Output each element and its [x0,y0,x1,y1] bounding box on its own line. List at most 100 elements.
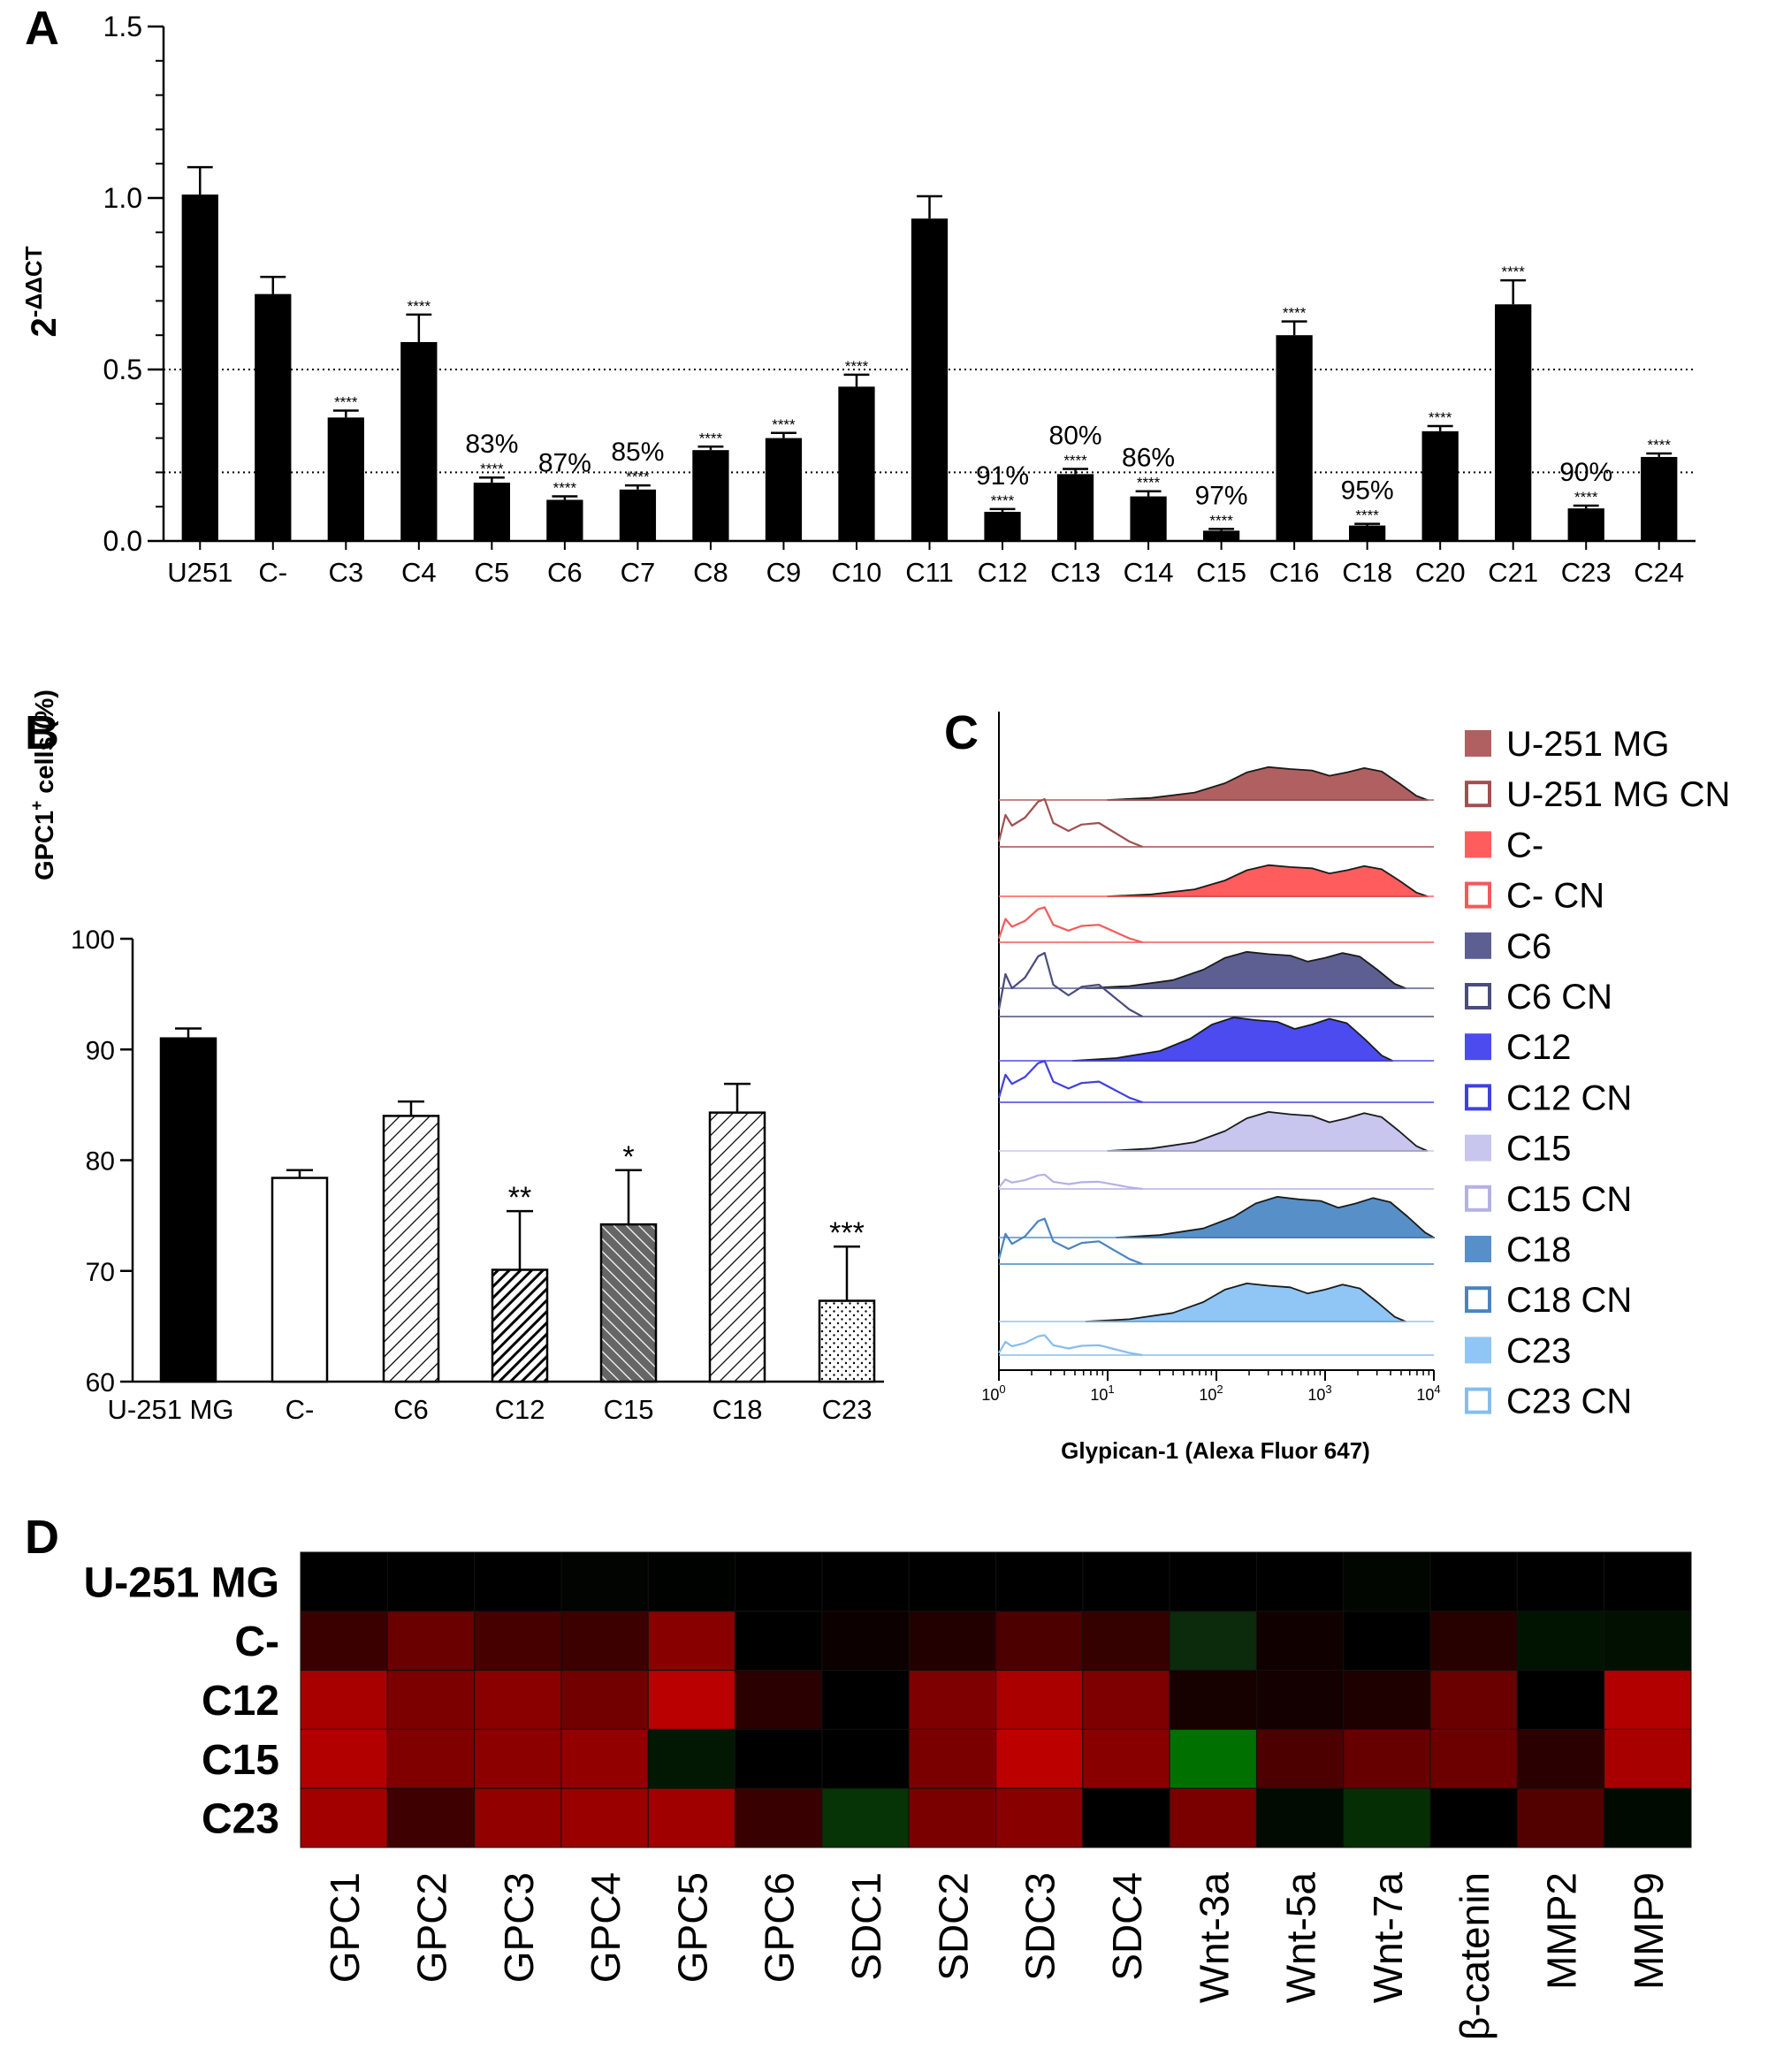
panel-c-histogram-filled [1085,1283,1406,1322]
panel-c-legend-label: C15 CN [1506,1180,1632,1219]
panel-a-x-tick-label: C5 [475,557,510,588]
panel-d-heatmap-cell [908,1787,996,1848]
panel-c-legend-label: C6 CN [1506,978,1612,1017]
panel-d-heatmap-cell [1516,1611,1605,1672]
panel-d-heatmap-cell [1429,1551,1518,1612]
panel-a-bar [984,512,1021,541]
panel-d-heatmap-cell [1429,1728,1518,1789]
panel-d-heatmap-cell [474,1670,562,1730]
panel-d-row-label: C15 [202,1737,279,1784]
panel-d-heatmap-cell [1516,1787,1605,1848]
panel-d-heatmap-cell [735,1728,823,1789]
panel-d-column-label: SDC3 [1017,1872,1063,1981]
panel-b-x-tick-label: C23 [822,1394,873,1425]
panel-a-bar [1641,456,1678,541]
panel-d-heatmap-cell [1429,1787,1518,1848]
panel-c-legend-swatch [1465,1185,1491,1212]
panel-a-bar [1421,430,1459,541]
panel-a-bar [1202,530,1240,541]
panel-c-legend-swatch [1465,983,1491,1009]
panel-c-legend-swatch [1465,932,1491,959]
panel-c-x-tick-label: 104 [1416,1383,1440,1404]
panel-d-column-label: MMP9 [1626,1872,1672,1990]
panel-d-heatmap-cell [821,1611,910,1672]
panel-c-legend-swatch [1465,1084,1491,1111]
panel-c-x-tick-base: 10 [981,1386,999,1404]
panel-d-heatmap-cell [821,1728,910,1789]
panel-b-x-tick-label: C- [286,1394,315,1425]
panel-a-significance-label: **** [845,358,869,375]
panel-d-heatmap-cell [1604,1787,1692,1848]
panel-b-y-tick-label: 90 [86,1036,115,1065]
panel-a-y-axis-label-sup: -ΔΔCT [20,246,47,317]
panel-d-heatmap-cell [1082,1611,1170,1672]
panel-c-legend-swatch [1465,831,1491,858]
panel-a-x-tick-label: C- [258,557,287,588]
panel-c-legend-label: C12 CN [1506,1078,1632,1117]
panel-b-x-tick-label: C18 [713,1394,763,1425]
panel-d-heatmap-cell [995,1611,1084,1672]
panel-d-heatmap-cell [1169,1787,1257,1848]
panel-a-significance-label: **** [334,394,358,411]
panel-a-y-axis-label-base: 2 [25,317,64,337]
panel-d-heatmap-cell [908,1728,996,1789]
panel-a-significance-label: **** [1501,263,1525,280]
panel-c-legend-swatch [1465,1337,1491,1364]
panel-d-column-label: GPC3 [496,1872,542,1983]
panel-d-heatmap-cell [300,1551,388,1612]
panel-d-heatmap-cell [300,1787,388,1848]
panel-a-x-tick-label: C3 [328,557,363,588]
panel-c-histogram-filled [1107,1111,1429,1152]
panel-d-heatmap-cell [474,1551,562,1612]
panel-c-x-tick-label: 101 [1090,1383,1114,1404]
panel-a-bar [692,450,729,541]
panel-d-heatmap-cell [560,1551,649,1612]
panel-c-histogram-outline [997,906,1143,944]
panel-c-x-tick-exp: 0 [999,1383,1005,1396]
panel-c-x-tick-label: 103 [1307,1383,1331,1404]
panel-c-histogram-filled [1115,1196,1435,1238]
panel-a-bar [838,386,875,541]
panel-d-heatmap-cell [647,1611,736,1672]
panel-c-legend-label: C12 [1506,1028,1571,1067]
panel-a-bar [1495,304,1532,541]
panel-a-y-tick-label: 0.5 [103,354,142,385]
panel-a-percent-label: 86% [1122,444,1175,473]
panel-a-x-tick-label: C16 [1269,557,1320,588]
panel-d-heatmap-cell [647,1551,736,1612]
panel-d-heatmap-cell [1255,1551,1345,1612]
panel-d-column-label: SDC4 [1104,1872,1150,1981]
panel-a-x-tick-label: C13 [1050,557,1101,588]
panel-a-significance-label: **** [1648,437,1672,453]
panel-c-histogram-outline [997,1217,1143,1266]
panel-d-heatmap-cell [1343,1728,1431,1789]
panel-d-heatmap-cell [908,1611,996,1672]
panel-b-y-axis-label-sup: + [28,801,47,811]
panel-c-x-tick-base: 10 [1416,1386,1434,1404]
panel-a-significance-label: **** [1429,409,1452,426]
panel-a-y-tick-label: 1.5 [103,11,142,42]
panel-d-row-label: C23 [202,1796,279,1843]
panel-c-histogram-outline [998,1173,1143,1191]
panel-a-percent-label: 85% [611,438,664,467]
panel-a-x-tick-label: C7 [621,557,656,588]
panel-c-histogram-filled [1085,950,1406,989]
panel-d-heatmap-cell [1082,1787,1170,1848]
panel-c-x-axis-label: Glypican-1 (Alexa Fluor 647) [1061,1437,1370,1464]
panel-a-significance-label: **** [626,468,650,485]
panel-d-heatmap-cell [647,1728,736,1789]
panel-c-legend-label: U-251 MG CN [1506,775,1730,814]
panel-d-heatmap-cell [995,1728,1084,1789]
panel-a-significance-label: **** [1574,489,1598,506]
panel-a-y-tick-label: 1.0 [103,182,142,214]
panel-d-heatmap-cell [1255,1728,1345,1789]
panel-d-column-label: Wnt-5a [1278,1872,1324,2004]
panel-d-heatmap-cell [1082,1728,1170,1789]
panel-d-heatmap-cell [300,1728,388,1789]
panel-c-legend-swatch [1465,1134,1491,1162]
panel-a-bar [1130,496,1167,541]
panel-a-y-tick-label: 0.0 [103,525,142,557]
panel-b-y-tick-label: 80 [86,1147,115,1177]
panel-a-significance-label: **** [1063,453,1087,469]
